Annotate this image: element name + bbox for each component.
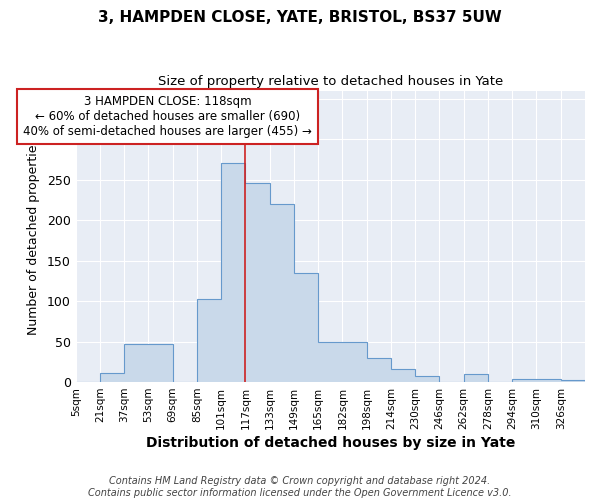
Text: 3, HAMPDEN CLOSE, YATE, BRISTOL, BS37 5UW: 3, HAMPDEN CLOSE, YATE, BRISTOL, BS37 5U… bbox=[98, 10, 502, 25]
Y-axis label: Number of detached properties: Number of detached properties bbox=[27, 138, 40, 335]
X-axis label: Distribution of detached houses by size in Yate: Distribution of detached houses by size … bbox=[146, 436, 515, 450]
Title: Size of property relative to detached houses in Yate: Size of property relative to detached ho… bbox=[158, 75, 503, 88]
Text: 3 HAMPDEN CLOSE: 118sqm
← 60% of detached houses are smaller (690)
40% of semi-d: 3 HAMPDEN CLOSE: 118sqm ← 60% of detache… bbox=[23, 95, 312, 138]
Text: Contains HM Land Registry data © Crown copyright and database right 2024.
Contai: Contains HM Land Registry data © Crown c… bbox=[88, 476, 512, 498]
